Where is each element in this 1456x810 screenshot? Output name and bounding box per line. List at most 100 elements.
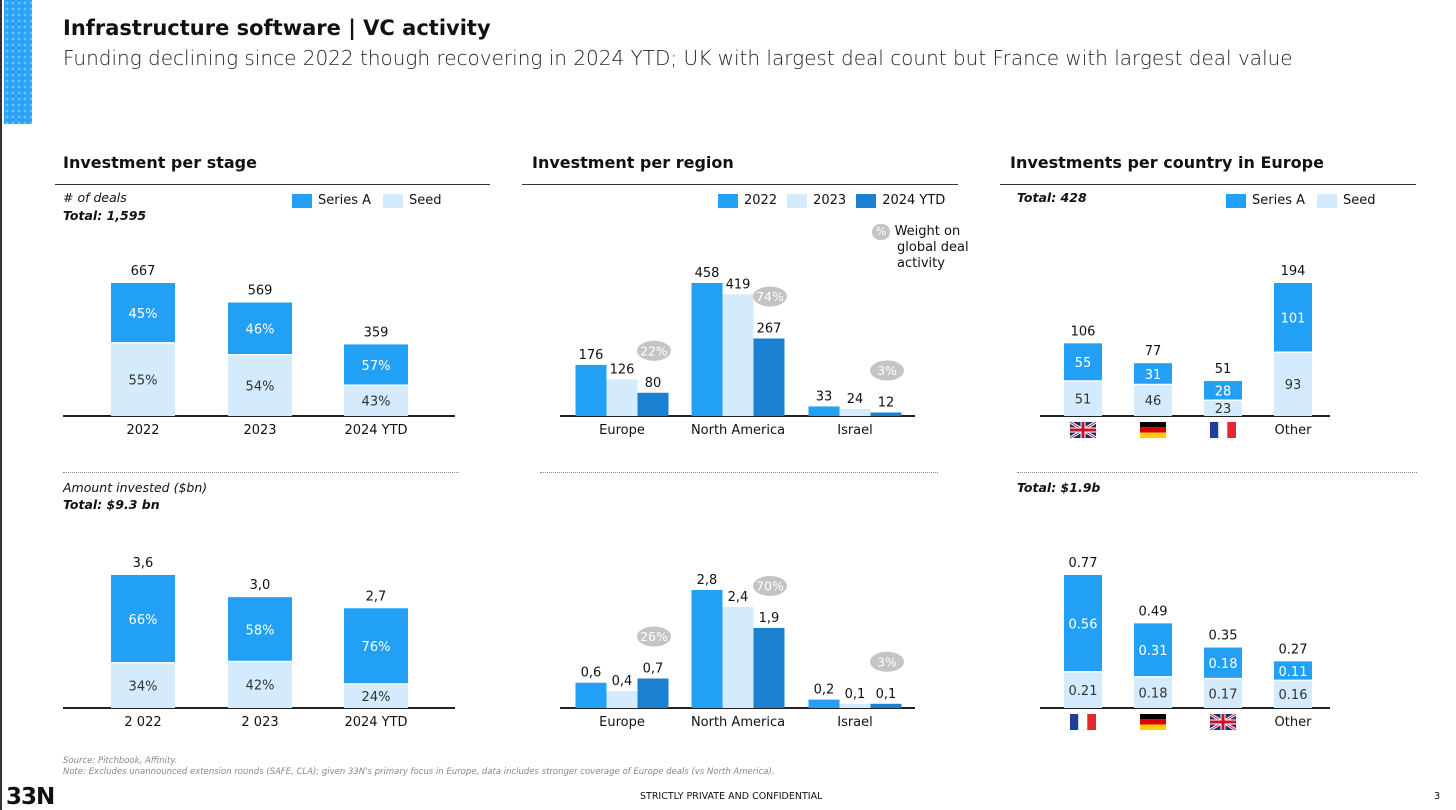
weight-bubble-icon: % — [872, 224, 891, 240]
bar-seed — [1274, 352, 1312, 416]
seed-label: 34% — [129, 679, 158, 694]
category-label: Other — [1275, 423, 1313, 438]
bar-seed — [1204, 678, 1242, 708]
seed-label: 51 — [1075, 393, 1092, 408]
region-title: Investment per region — [532, 153, 734, 172]
legend-label: Series A — [1252, 193, 1306, 208]
legend-swatch-series-a — [1226, 193, 1246, 208]
legend-swatch-2023 — [787, 193, 808, 208]
bar-value-label: 33 — [816, 389, 833, 404]
series-a-label: 58% — [246, 623, 275, 638]
divider — [1000, 184, 1416, 185]
series-a-label: 0.11 — [1279, 665, 1308, 680]
bar-series-a — [344, 344, 408, 386]
dotted-divider — [63, 472, 459, 473]
country-title: Investments per country in Europe — [1010, 153, 1324, 172]
dotted-divider — [540, 472, 938, 473]
bar-seed — [1064, 671, 1102, 708]
category-label: Israel — [837, 423, 873, 438]
bar — [753, 338, 785, 416]
bar-series-a — [111, 575, 175, 663]
series-a-label: 31 — [1145, 368, 1162, 383]
company-logo: 33N — [6, 784, 55, 810]
bar-seed — [1274, 680, 1312, 708]
bar-value-label: 176 — [579, 348, 604, 363]
total-label: 0.27 — [1279, 642, 1308, 657]
bar-value-label: 458 — [695, 266, 720, 281]
seed-label: 24% — [362, 690, 391, 705]
category-label: Europe — [599, 423, 645, 438]
bar-series-a — [1204, 647, 1242, 679]
bar-value-label: 0,1 — [845, 687, 866, 702]
bar-seed — [1204, 400, 1242, 416]
total-label: 3,0 — [250, 578, 271, 593]
seed-label: 0.16 — [1279, 688, 1308, 703]
bar — [637, 392, 669, 416]
category-label: 2023 — [243, 423, 276, 438]
seed-label: 0.18 — [1139, 686, 1168, 701]
seed-label: 43% — [362, 395, 391, 410]
legend-label: Seed — [1343, 193, 1376, 208]
bar-series-a — [228, 597, 292, 662]
bar-series-a — [1274, 283, 1312, 353]
seed-label: 0.21 — [1069, 684, 1098, 699]
weight-bubble-label: 3% — [877, 363, 897, 378]
series-a-label: 57% — [362, 359, 391, 374]
series-a-label: 0.18 — [1209, 657, 1238, 672]
category-label: 2024 YTD — [344, 423, 407, 438]
weight-bubble — [637, 340, 671, 361]
bar-value-label: 126 — [610, 362, 635, 377]
bar — [691, 590, 723, 708]
legend-label: 2024 YTD — [882, 193, 946, 208]
legend-label: 2023 — [813, 193, 847, 208]
flag-uk-icon — [1069, 420, 1097, 440]
bar — [637, 678, 669, 708]
deals-total: Total: 1,595 — [63, 208, 147, 223]
total-label: 2,7 — [366, 589, 387, 604]
total-label: 569 — [248, 284, 273, 299]
seed-label: 55% — [129, 373, 158, 388]
bar-seed — [111, 342, 175, 416]
weight-bubble-label: 3% — [877, 654, 897, 669]
seed-label: 46 — [1145, 394, 1162, 409]
bar-value-label: 267 — [757, 321, 782, 336]
weight-bubble — [870, 651, 904, 672]
flag-france-icon — [1070, 713, 1096, 731]
weight-bubble-label: 70% — [756, 578, 784, 593]
series-a-label: 101 — [1281, 312, 1306, 327]
left-edge — [0, 0, 2, 810]
stage-legend: Series A Seed — [292, 193, 442, 208]
bar-seed — [344, 385, 408, 416]
category-label: 2 023 — [241, 715, 278, 730]
bar — [808, 406, 840, 416]
bar-series-a — [344, 608, 408, 685]
amount-total: Total: $9.3 bn — [63, 497, 160, 512]
region-legend: 2022 2023 2024 YTD — [718, 193, 945, 208]
legend-swatch-seed — [1317, 193, 1338, 208]
weight-note-line: Weight on — [894, 224, 961, 239]
page-number: 3 — [1434, 791, 1441, 802]
bar — [808, 699, 840, 708]
weight-bubble-label: 74% — [756, 289, 784, 304]
total-label: 194 — [1281, 264, 1306, 279]
series-a-label: 76% — [362, 640, 391, 655]
bar-value-label: 24 — [847, 392, 864, 407]
brand-bar — [4, 0, 32, 124]
weight-bubble — [870, 360, 904, 381]
category-label: North America — [691, 715, 785, 730]
bar-seed — [1064, 381, 1102, 416]
bar-series-a — [1134, 363, 1172, 385]
series-a-label: 0.56 — [1069, 617, 1098, 632]
bar — [691, 283, 723, 416]
bar-seed — [111, 662, 175, 708]
seed-label: 54% — [246, 379, 275, 394]
country-deals-total: Total: 428 — [1017, 190, 1087, 205]
slide-subtitle: Funding declining since 2022 though reco… — [63, 46, 1293, 70]
bar-seed — [1134, 676, 1172, 708]
bar — [870, 703, 902, 708]
bar-value-label: 0,2 — [814, 683, 835, 698]
flag-uk-icon — [1209, 712, 1237, 732]
bar-value-label: 0,4 — [612, 674, 633, 689]
bar-series-a — [1204, 381, 1242, 401]
